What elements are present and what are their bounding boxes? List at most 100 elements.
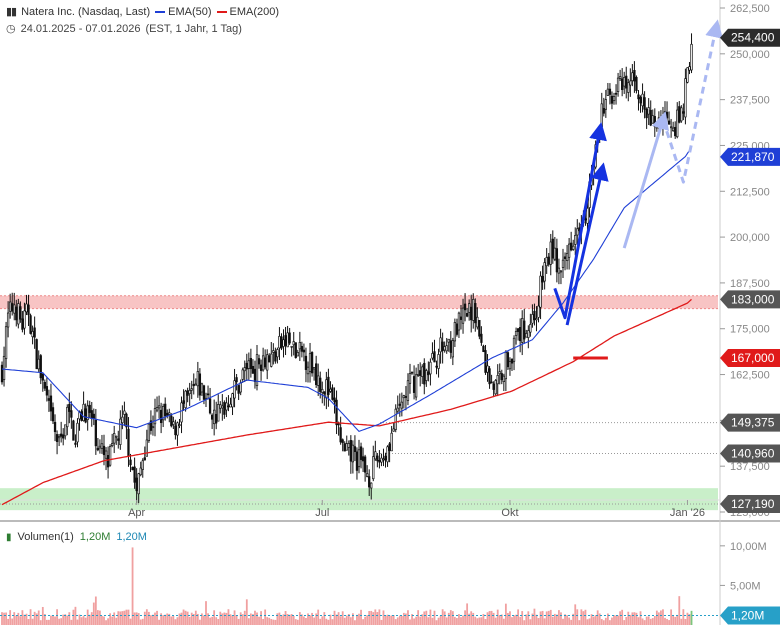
candle-body (213, 409, 216, 425)
candle-body (463, 303, 467, 311)
candlestick-icon: ▮▮ (6, 6, 17, 18)
volume-bar (645, 616, 648, 625)
candle-body (529, 324, 532, 333)
candle-body (480, 333, 483, 343)
candle-body (455, 323, 459, 335)
volume-bar (188, 616, 191, 625)
volume-bar (225, 612, 228, 625)
candle-body (74, 442, 77, 445)
candle-body (443, 346, 446, 351)
candle-body (108, 446, 112, 466)
candle-body (62, 434, 65, 439)
volume-bar (456, 618, 458, 625)
candle-body (425, 370, 428, 381)
candle-body (117, 438, 120, 441)
candle-body (535, 318, 538, 321)
candle-body (159, 409, 163, 424)
volume-bar (668, 620, 670, 625)
volume-bar (388, 615, 391, 625)
y-tick-label: 187,500 (730, 278, 770, 290)
volume-bar (507, 612, 509, 625)
volume-bar (411, 614, 413, 625)
candle-body (190, 388, 193, 391)
candle-body (559, 270, 563, 273)
candle-body (102, 445, 106, 456)
y-tick-label: 212,500 (730, 186, 770, 198)
candle-body (545, 257, 548, 267)
volume-bar (392, 615, 395, 625)
volume-bar (13, 612, 16, 625)
candle-body (461, 307, 465, 324)
candle-body (29, 315, 32, 334)
volume-bar (637, 617, 640, 625)
volume-bar (62, 614, 65, 625)
volume-bar (103, 616, 105, 625)
candle-body (266, 354, 269, 371)
candle-body (406, 380, 410, 401)
volume-bar (68, 612, 71, 625)
candle-body (239, 382, 242, 393)
candle-body (345, 443, 348, 451)
candle-body (472, 299, 475, 321)
volume-bar (335, 614, 338, 625)
candle-body (290, 345, 293, 348)
candle-body (355, 451, 359, 471)
candle-body (470, 306, 473, 321)
candle-body (374, 451, 377, 460)
volume-bar (60, 618, 63, 625)
volume-bar (525, 614, 528, 625)
candle-body (363, 456, 367, 473)
candle-body (563, 256, 567, 260)
candle-body (151, 426, 155, 429)
volume-bar (666, 619, 668, 625)
volume-bar (290, 614, 293, 625)
volume-bar (162, 615, 165, 625)
volume-bar (405, 613, 407, 625)
volume-bar (539, 611, 542, 625)
candle-body (292, 341, 295, 346)
volume-bar (333, 610, 336, 625)
volume-bar (511, 617, 513, 625)
candle-body (508, 361, 512, 370)
candle-body (98, 445, 102, 449)
candle-body (572, 245, 575, 250)
volume-bar (451, 611, 454, 625)
candle-body (72, 420, 75, 441)
volume-bar (574, 604, 577, 625)
candle-body (476, 316, 479, 328)
candle-body (667, 120, 671, 125)
candle-body (372, 456, 375, 480)
candle-body (370, 482, 373, 489)
y-tick-label: 250,000 (730, 49, 770, 61)
candle-body (47, 398, 51, 401)
candle-body (325, 379, 328, 399)
volume-bar (555, 614, 558, 625)
volume-bar (178, 613, 181, 625)
volume-bar (409, 619, 411, 625)
volume-bar (594, 615, 597, 625)
candle-body (669, 126, 673, 129)
volume-bar (682, 609, 685, 625)
candle-body (296, 352, 299, 357)
volume-bar (639, 611, 642, 625)
candle-body (339, 427, 342, 443)
candle-body (690, 43, 693, 71)
volume-bar (72, 609, 75, 625)
projection-arrow (622, 111, 670, 249)
volume-bar (655, 610, 658, 625)
candle-body (404, 396, 408, 398)
volume-bar (145, 609, 148, 625)
volume-bar (509, 611, 511, 625)
candle-body (400, 401, 403, 409)
candle-body (182, 400, 185, 404)
volume-bar (115, 617, 118, 625)
volume-bar (653, 616, 656, 625)
candle-body (586, 207, 589, 224)
y-tick-label: 262,500 (730, 3, 770, 15)
candle-body (251, 365, 255, 374)
volume-bar (631, 612, 634, 625)
candle-body (60, 433, 63, 437)
volume-bar (229, 614, 232, 625)
ema200-line (1, 298, 692, 506)
candle-body (337, 423, 340, 426)
